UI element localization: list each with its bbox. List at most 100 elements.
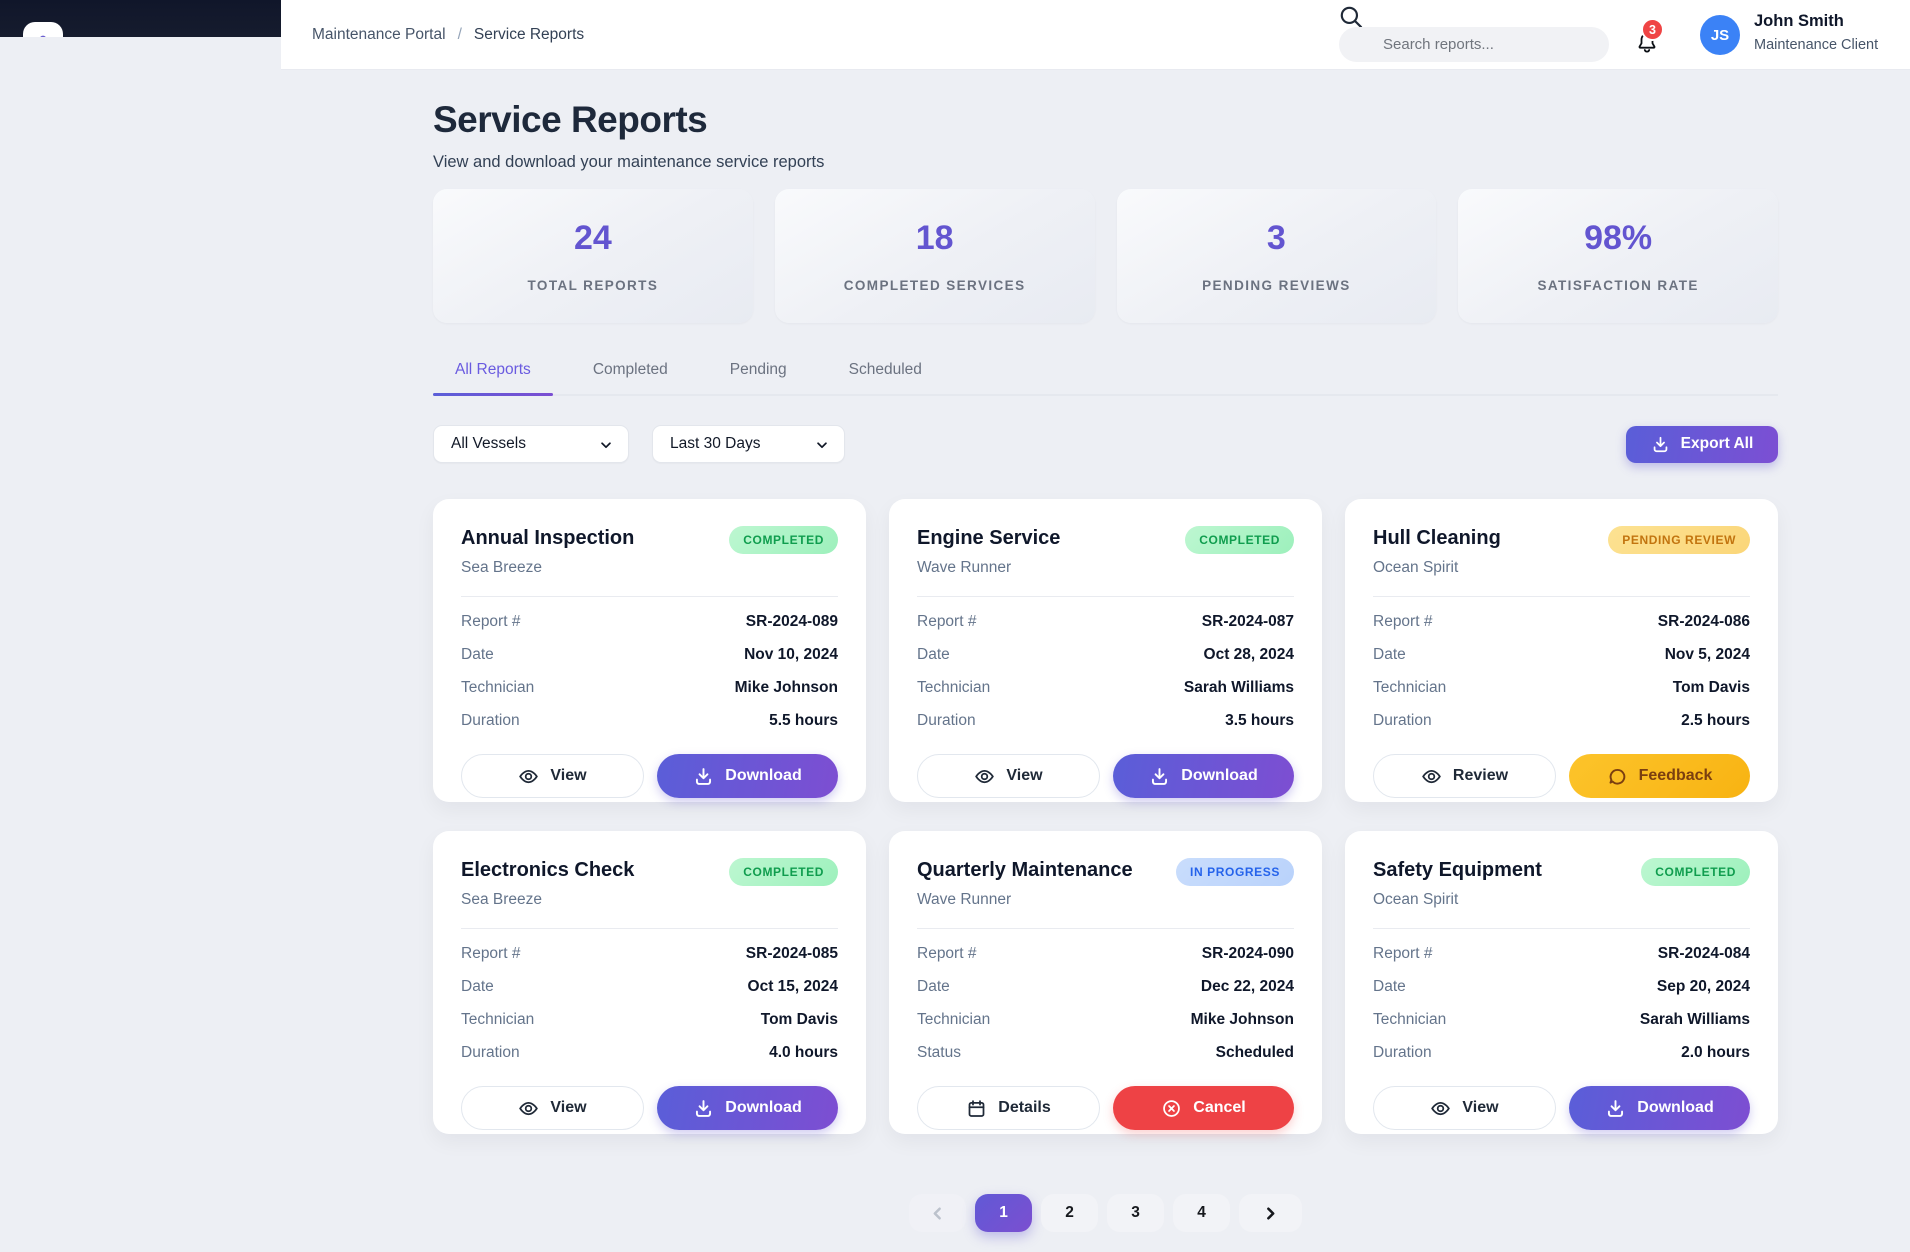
date-range-value: Last 30 Days <box>670 435 761 452</box>
feedback-button[interactable]: Feedback <box>1569 754 1750 798</box>
review-button[interactable]: Review <box>1373 754 1556 798</box>
row-label: Date <box>917 645 950 663</box>
row-value: SR-2024-089 <box>745 612 838 630</box>
pagination-page-2[interactable]: 2 <box>1041 1194 1098 1232</box>
download-button[interactable]: Download <box>657 1086 838 1130</box>
stat-completed-services: 18 COMPLETED SERVICES <box>774 189 1095 323</box>
report-title: Safety Equipment <box>1373 859 1542 881</box>
tab-scheduled[interactable]: Scheduled <box>848 361 922 378</box>
row-label: Report # <box>461 944 521 962</box>
pagination: 1 2 3 4 <box>433 1194 1778 1232</box>
x-circle-icon <box>1161 1098 1182 1119</box>
report-cards-grid: Annual Inspection Sea Breeze COMPLETED R… <box>433 499 1778 1134</box>
report-title: Annual Inspection <box>461 527 635 549</box>
breadcrumb-maintenance-portal[interactable]: Maintenance Portal <box>312 26 446 43</box>
row-value: 4.0 hours <box>769 1043 838 1061</box>
vessel-name: Ocean Spirit <box>1373 559 1459 576</box>
row-value: Nov 10, 2024 <box>744 645 838 663</box>
status-badge: COMPLETED <box>1185 526 1294 554</box>
row-label: Report # <box>1373 612 1433 630</box>
row-value: Sarah Williams <box>1639 1010 1750 1028</box>
pagination-next-button[interactable] <box>1239 1194 1302 1232</box>
row-value: 2.0 hours <box>1681 1043 1750 1061</box>
status-badge: IN PROGRESS <box>1176 858 1294 886</box>
user-role: Maintenance Client <box>1754 37 1879 53</box>
row-label: Technician <box>1373 678 1447 696</box>
view-button[interactable]: View <box>461 754 644 798</box>
main-content: Service Reports View and download your m… <box>433 100 1778 1232</box>
search-input[interactable] <box>1339 27 1609 62</box>
breadcrumb-separator: / <box>457 26 462 43</box>
top-header: Maintenance Portal / Service Reports 3 J… <box>281 0 1910 70</box>
report-title: Electronics Check <box>461 859 635 881</box>
row-label: Report # <box>461 612 521 630</box>
row-value: SR-2024-090 <box>1201 944 1294 962</box>
details-button[interactable]: Details <box>917 1086 1100 1130</box>
row-label: Technician <box>461 678 535 696</box>
pagination-prev-button[interactable] <box>909 1194 966 1232</box>
row-label: Date <box>461 645 494 663</box>
row-label: Report # <box>917 612 977 630</box>
row-label: Report # <box>917 944 977 962</box>
view-button[interactable]: View <box>917 754 1100 798</box>
row-value: Tom Davis <box>1672 678 1750 696</box>
report-title: Engine Service <box>917 527 1061 549</box>
row-value: SR-2024-087 <box>1201 612 1294 630</box>
report-title: Hull Cleaning <box>1373 527 1501 549</box>
cancel-button[interactable]: Cancel <box>1113 1086 1294 1130</box>
row-label: Status <box>917 1043 961 1061</box>
export-all-button[interactable]: Export All <box>1626 425 1778 463</box>
breadcrumb: Maintenance Portal / Service Reports <box>312 0 584 70</box>
avatar[interactable]: JS <box>1700 15 1740 55</box>
row-label: Duration <box>1373 711 1432 729</box>
report-title: Quarterly Maintenance <box>917 859 1133 881</box>
row-value: Mike Johnson <box>1190 1010 1294 1028</box>
status-badge: COMPLETED <box>1641 858 1750 886</box>
tab-all-reports[interactable]: All Reports <box>433 361 553 396</box>
tab-pending[interactable]: Pending <box>729 361 787 378</box>
view-button[interactable]: View <box>461 1086 644 1130</box>
row-label: Technician <box>1373 1010 1447 1028</box>
stat-satisfaction-rate: 98% SATISFACTION RATE <box>1458 189 1778 323</box>
row-label: Duration <box>461 1043 520 1061</box>
eye-icon <box>518 766 539 787</box>
divider <box>917 596 1294 597</box>
report-card: Electronics Check Sea Breeze COMPLETED R… <box>433 831 866 1134</box>
vessel-filter-select[interactable]: All Vessels <box>433 425 629 463</box>
date-range-select[interactable]: Last 30 Days <box>652 425 845 463</box>
pagination-page-3[interactable]: 3 <box>1107 1194 1164 1232</box>
row-label: Date <box>917 977 950 995</box>
sidebar-strip <box>0 0 281 37</box>
download-button[interactable]: Download <box>1569 1086 1750 1130</box>
download-icon <box>1149 766 1170 787</box>
tab-completed[interactable]: Completed <box>592 361 668 378</box>
pagination-page-1[interactable]: 1 <box>975 1194 1032 1232</box>
stat-pending-reviews: 3 PENDING REVIEWS <box>1116 189 1437 323</box>
divider <box>461 928 838 929</box>
pagination-page-4[interactable]: 4 <box>1173 1194 1230 1232</box>
download-button[interactable]: Download <box>657 754 838 798</box>
stat-total-reports: 24 TOTAL REPORTS <box>433 189 753 323</box>
page-subtitle: View and download your maintenance servi… <box>433 153 825 171</box>
notifications-button[interactable]: 3 <box>1633 18 1669 62</box>
view-button[interactable]: View <box>1373 1086 1556 1130</box>
stats-row: 24 TOTAL REPORTS 18 COMPLETED SERVICES 3… <box>433 189 1778 323</box>
row-value: 5.5 hours <box>769 711 838 729</box>
anchor-icon <box>31 33 55 37</box>
download-button[interactable]: Download <box>1113 754 1294 798</box>
row-label: Technician <box>917 678 991 696</box>
brand-logo[interactable] <box>23 22 63 37</box>
download-icon <box>693 766 714 787</box>
stat-value: 98% <box>1584 219 1653 257</box>
stat-value: 24 <box>573 219 612 257</box>
vessel-name: Sea Breeze <box>461 559 542 576</box>
row-label: Duration <box>1373 1043 1432 1061</box>
chevron-down-icon <box>599 438 613 452</box>
notification-badge: 3 <box>1641 18 1664 41</box>
row-value: Sep 20, 2024 <box>1656 977 1750 995</box>
stat-label: COMPLETED SERVICES <box>843 278 1026 293</box>
row-value: Mike Johnson <box>734 678 838 696</box>
vessel-name: Sea Breeze <box>461 891 542 908</box>
stat-label: TOTAL REPORTS <box>527 278 659 293</box>
calendar-icon <box>966 1098 987 1119</box>
